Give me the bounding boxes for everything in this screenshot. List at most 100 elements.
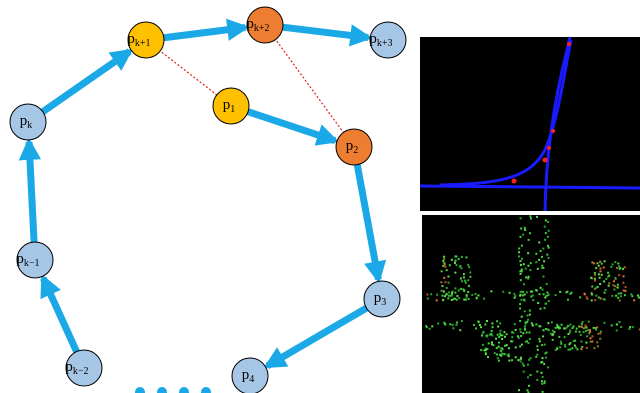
lidar-point: [477, 294, 479, 296]
lidar-point: [451, 299, 453, 301]
lidar-point: [543, 276, 545, 278]
lidar-point: [473, 324, 475, 326]
lidar-point: [520, 335, 522, 337]
lidar-point: [504, 345, 506, 347]
lidar-point: [594, 278, 596, 280]
lidar-point: [631, 295, 633, 297]
lidar-point: [598, 296, 600, 298]
dot: [135, 387, 145, 393]
lidar-point: [446, 294, 448, 296]
lidar-point: [527, 277, 529, 279]
lidar-point: [442, 260, 444, 262]
lidar-point: [546, 283, 548, 285]
lidar-point: [514, 297, 516, 299]
lidar-point: [444, 324, 446, 326]
arrow: [29, 142, 34, 242]
lidar-point: [611, 295, 613, 297]
lidar-point: [596, 341, 598, 343]
lidar-point: [513, 293, 515, 295]
lidar-point: [552, 333, 554, 335]
lidar-point: [622, 268, 624, 270]
lidar-point: [569, 330, 571, 332]
node: p4: [232, 358, 268, 393]
lidar-point: [563, 327, 565, 329]
lidar-point: [597, 345, 599, 347]
lidar-point: [520, 264, 522, 266]
lidar-point: [495, 338, 497, 340]
lidar-point: [581, 346, 583, 348]
lidar-point: [573, 340, 575, 342]
lidar-point: [608, 285, 610, 287]
lidar-point: [523, 283, 525, 285]
lidar-point: [607, 276, 609, 278]
lidar-point: [459, 329, 461, 331]
lidar-point: [594, 299, 596, 301]
lidar-point: [529, 310, 531, 312]
lidar-point: [500, 330, 502, 332]
lidar-point: [535, 323, 537, 325]
lidar-point: [446, 287, 448, 289]
lidar-point: [571, 292, 573, 294]
lidar-point: [550, 333, 552, 335]
lidar-map-image: [422, 215, 640, 393]
lidar-point: [548, 300, 550, 302]
lidar-point: [519, 236, 521, 238]
lidar-point: [517, 335, 519, 337]
lidar-point: [569, 324, 571, 326]
lidar-point: [430, 293, 432, 295]
lidar-point: [528, 331, 530, 333]
lidar-point: [542, 376, 544, 378]
lidar-point: [620, 295, 622, 297]
lidar-point: [547, 245, 549, 247]
lidar-point: [506, 333, 508, 335]
lidar-point: [475, 327, 477, 329]
lidar-point: [630, 293, 632, 295]
lidar-point: [552, 339, 554, 341]
lidar-point: [616, 329, 618, 331]
lidar-point: [486, 348, 488, 350]
lidar-point: [623, 289, 625, 291]
lidar-point: [460, 288, 462, 290]
lidar-point: [593, 262, 595, 264]
lidar-point: [544, 344, 546, 346]
lidar-point: [530, 218, 532, 220]
lidar-point: [531, 322, 533, 324]
lidar-point: [622, 282, 624, 284]
lidar-point: [527, 342, 529, 344]
lidar-point: [524, 328, 526, 330]
lidar-point: [545, 328, 547, 330]
lidar-point: [589, 331, 591, 333]
lidar-point: [502, 348, 504, 350]
lidar-point: [600, 297, 602, 299]
lidar-point: [500, 334, 502, 336]
arrow: [248, 112, 335, 141]
lidar-point: [574, 345, 576, 347]
lidar-point: [443, 291, 445, 293]
lidar-point: [484, 324, 486, 326]
lidar-point: [559, 346, 561, 348]
lidar-point: [497, 357, 499, 359]
lidar-point: [536, 354, 538, 356]
lidar-point: [613, 289, 615, 291]
lidar-point: [468, 266, 470, 268]
lidar-point: [520, 217, 522, 219]
lidar-point: [604, 260, 606, 262]
lidar-point: [590, 341, 592, 343]
lidar-point: [501, 338, 503, 340]
lidar-point: [585, 342, 587, 344]
lidar-point: [480, 326, 482, 328]
lidar-point: [488, 342, 490, 344]
lidar-point: [580, 340, 582, 342]
lidar-point: [467, 279, 469, 281]
lidar-point: [593, 347, 595, 349]
lidar-point: [598, 273, 600, 275]
lidar-point: [555, 327, 557, 329]
lidar-point: [448, 291, 450, 293]
dot: [157, 387, 167, 393]
lidar-point: [632, 326, 634, 328]
lidar-point: [498, 346, 500, 348]
lidar-point: [519, 303, 521, 305]
lidar-point: [552, 330, 554, 332]
lidar-point: [567, 349, 569, 351]
lidar-point: [478, 321, 480, 323]
